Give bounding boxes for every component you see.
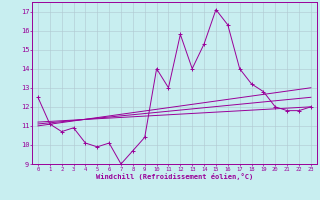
X-axis label: Windchill (Refroidissement éolien,°C): Windchill (Refroidissement éolien,°C) <box>96 173 253 180</box>
